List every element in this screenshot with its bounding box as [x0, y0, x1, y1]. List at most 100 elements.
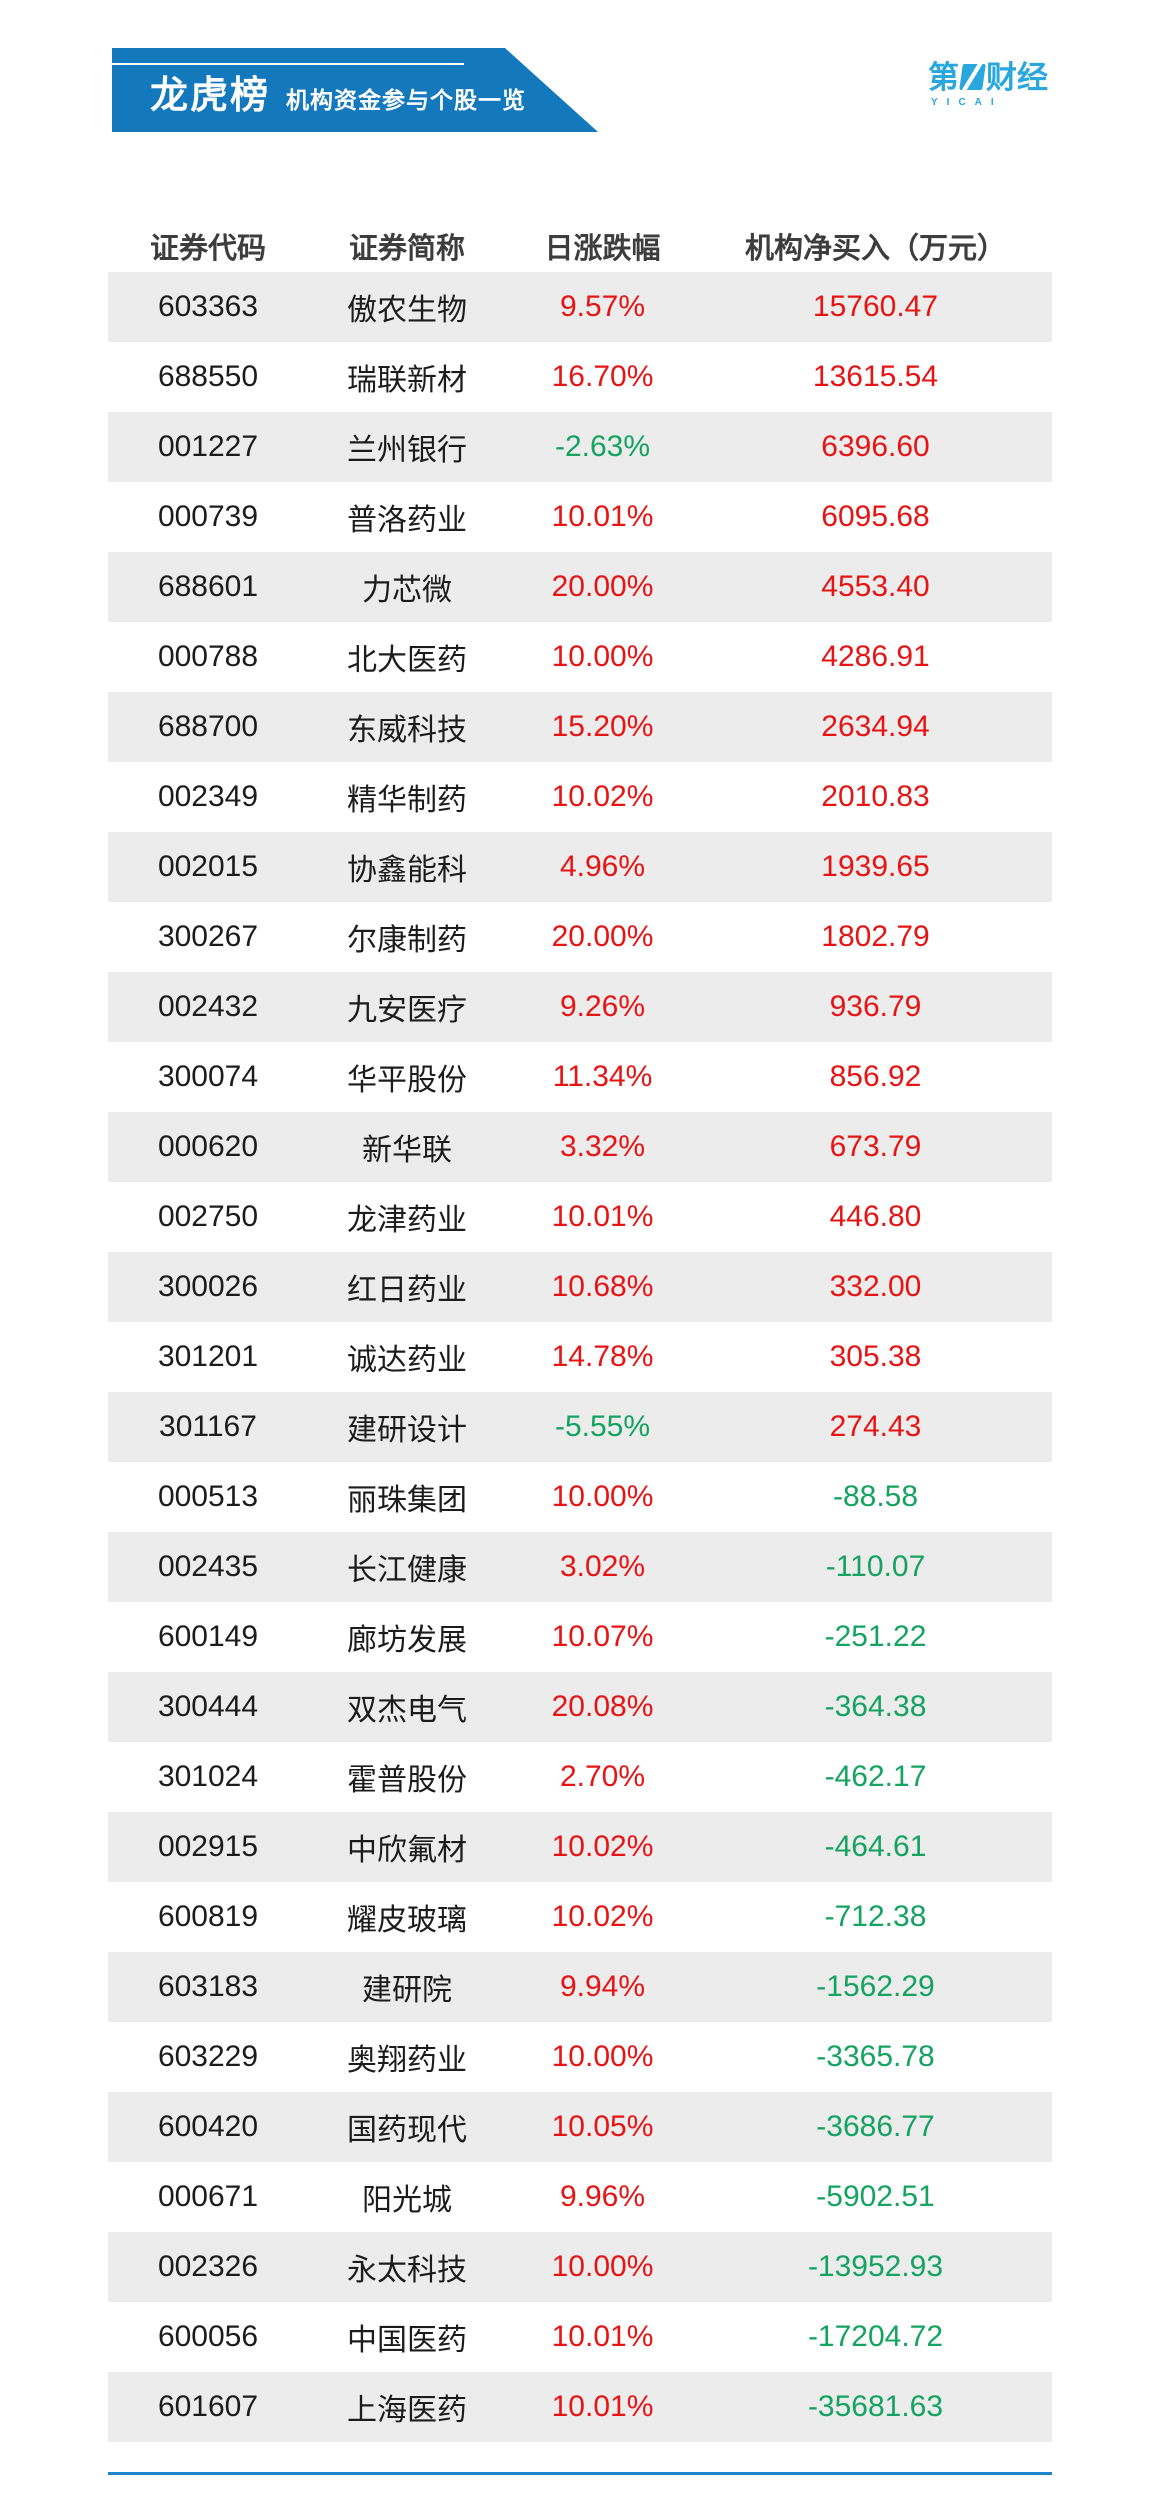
cell-netbuy: -712.38	[824, 1900, 927, 1933]
cell-netbuy: -88.58	[832, 1480, 919, 1513]
cell-name: 廊坊发展	[347, 1624, 467, 1657]
cell-netbuy: 2010.83	[821, 780, 930, 813]
cell-name: 丽珠集团	[347, 1484, 467, 1517]
cell-code: 688601	[157, 570, 259, 603]
cell-code: 601607	[157, 2390, 259, 2423]
yicai-logo-latin: YICAI	[931, 97, 1003, 108]
cell-code: 000620	[157, 1130, 259, 1163]
cell-name: 普洛药业	[347, 504, 467, 537]
cell-code: 002015	[157, 850, 259, 883]
cell-netbuy: 446.80	[829, 1200, 922, 1233]
cell-change: 2.70%	[559, 1760, 646, 1793]
cell-name: 建研设计	[347, 1414, 467, 1447]
cell-change: 10.00%	[551, 2040, 654, 2073]
cell-code: 600056	[157, 2320, 259, 2353]
cell-change: 9.96%	[559, 2180, 646, 2213]
cell-code: 000513	[157, 1480, 259, 1513]
cell-change: 10.68%	[551, 1270, 654, 1303]
cell-code: 002349	[157, 780, 259, 813]
table-row: 002432 九安医疗 9.26% 936.79	[108, 972, 1052, 1042]
cell-name: 兰州银行	[347, 434, 467, 467]
cell-code: 603229	[157, 2040, 259, 2073]
cell-change: 10.00%	[551, 640, 654, 673]
yicai-logo: 第 财经 YICAI	[928, 62, 1048, 108]
column-header-code: 证券代码	[149, 233, 266, 265]
cell-code: 600149	[157, 1620, 259, 1653]
cell-change: 20.00%	[551, 920, 654, 953]
cell-netbuy: -1562.29	[816, 1970, 935, 2003]
cell-change: -5.55%	[554, 1410, 651, 1443]
cell-code: 301024	[157, 1760, 259, 1793]
cell-change: 10.01%	[551, 2320, 654, 2353]
cell-netbuy: 332.00	[829, 1270, 922, 1303]
cell-netbuy: -251.22	[824, 1620, 927, 1653]
table-row: 002349 精华制药 10.02% 2010.83	[108, 762, 1052, 832]
cell-code: 300267	[157, 920, 259, 953]
banner-accent-line	[112, 63, 464, 65]
cell-name: 永太科技	[347, 2254, 467, 2287]
table-row: 688550 瑞联新材 16.70% 13615.54	[108, 342, 1052, 412]
cell-change: 10.01%	[551, 2390, 654, 2423]
cell-netbuy: -464.61	[824, 1830, 927, 1863]
table-row: 002015 协鑫能科 4.96% 1939.65	[108, 832, 1052, 902]
cell-name: 国药现代	[347, 2114, 467, 2147]
cell-name: 诚达药业	[347, 1344, 467, 1377]
cell-code: 600819	[157, 1900, 259, 1933]
cell-name: 奥翔药业	[347, 2044, 467, 2077]
cell-change: 10.05%	[551, 2110, 654, 2143]
cell-name: 东威科技	[347, 714, 467, 747]
cell-code: 600420	[157, 2110, 259, 2143]
cell-change: 10.01%	[551, 1200, 654, 1233]
cell-change: 15.20%	[551, 710, 654, 743]
table-row: 002326 永太科技 10.00% -13952.93	[108, 2232, 1052, 2302]
cell-netbuy: -13952.93	[807, 2250, 944, 2283]
table-row: 002915 中欣氟材 10.02% -464.61	[108, 1812, 1052, 1882]
cell-netbuy: 673.79	[829, 1130, 922, 1163]
cell-change: 4.96%	[559, 850, 646, 883]
logo-chars-rest: 财经	[986, 60, 1048, 95]
table-row: 000788 北大医药 10.00% 4286.91	[108, 622, 1052, 692]
cell-code: 603363	[157, 290, 259, 323]
table-row: 301167 建研设计 -5.55% 274.43	[108, 1392, 1052, 1462]
cell-netbuy: 1939.65	[821, 850, 930, 883]
cell-code: 688700	[157, 710, 259, 743]
table-row: 601607 上海医药 10.01% -35681.63	[108, 2372, 1052, 2442]
table-row: 688700 东威科技 15.20% 2634.94	[108, 692, 1052, 762]
column-header-netbuy: 机构净买入（万元）	[744, 233, 1006, 265]
table-row: 002435 长江健康 3.02% -110.07	[108, 1532, 1052, 1602]
cell-change: 10.02%	[551, 780, 654, 813]
logo-char-first: 第	[928, 60, 959, 95]
cell-name: 上海医药	[347, 2394, 467, 2427]
cell-netbuy: -3686.77	[816, 2110, 935, 2143]
column-header-change: 日涨跌幅	[544, 233, 661, 265]
cell-code: 301167	[159, 1410, 257, 1443]
table-row: 001227 兰州银行 -2.63% 6396.60	[108, 412, 1052, 482]
cell-name: 九安医疗	[347, 994, 467, 1027]
cell-code: 300444	[157, 1690, 259, 1723]
table-row: 301024 霍普股份 2.70% -462.17	[108, 1742, 1052, 1812]
cell-netbuy: 13615.54	[812, 360, 939, 393]
cell-name: 双杰电气	[347, 1694, 467, 1727]
cell-code: 002432	[157, 990, 259, 1023]
cell-change: 9.57%	[559, 290, 646, 323]
cell-netbuy: 4286.91	[821, 640, 930, 673]
cell-code: 002915	[157, 1830, 259, 1863]
table-row: 600819 耀皮玻璃 10.02% -712.38	[108, 1882, 1052, 1952]
table-row: 600056 中国医药 10.01% -17204.72	[108, 2302, 1052, 2372]
yicai-logo-wordmark: 第 财经	[928, 62, 1048, 93]
table-row: 600420 国药现代 10.05% -3686.77	[108, 2092, 1052, 2162]
cell-netbuy: 6095.68	[821, 500, 930, 533]
table-row: 603229 奥翔药业 10.00% -3365.78	[108, 2022, 1052, 2092]
banner-title: 龙虎榜	[150, 75, 271, 117]
table-body: 603363 傲农生物 9.57% 15760.47 688550 瑞联新材 16.70% 1…	[108, 272, 1052, 2442]
logo-one-icon	[959, 63, 986, 90]
cell-netbuy: 4553.40	[821, 570, 930, 603]
cell-netbuy: -462.17	[824, 1760, 927, 1793]
cell-code: 300026	[157, 1270, 259, 1303]
cell-netbuy: -3365.78	[816, 2040, 935, 2073]
cell-netbuy: -35681.63	[807, 2390, 944, 2423]
cell-code: 001227	[157, 430, 259, 463]
cell-name: 霍普股份	[347, 1764, 467, 1797]
cell-name: 中欣氟材	[347, 1834, 467, 1867]
